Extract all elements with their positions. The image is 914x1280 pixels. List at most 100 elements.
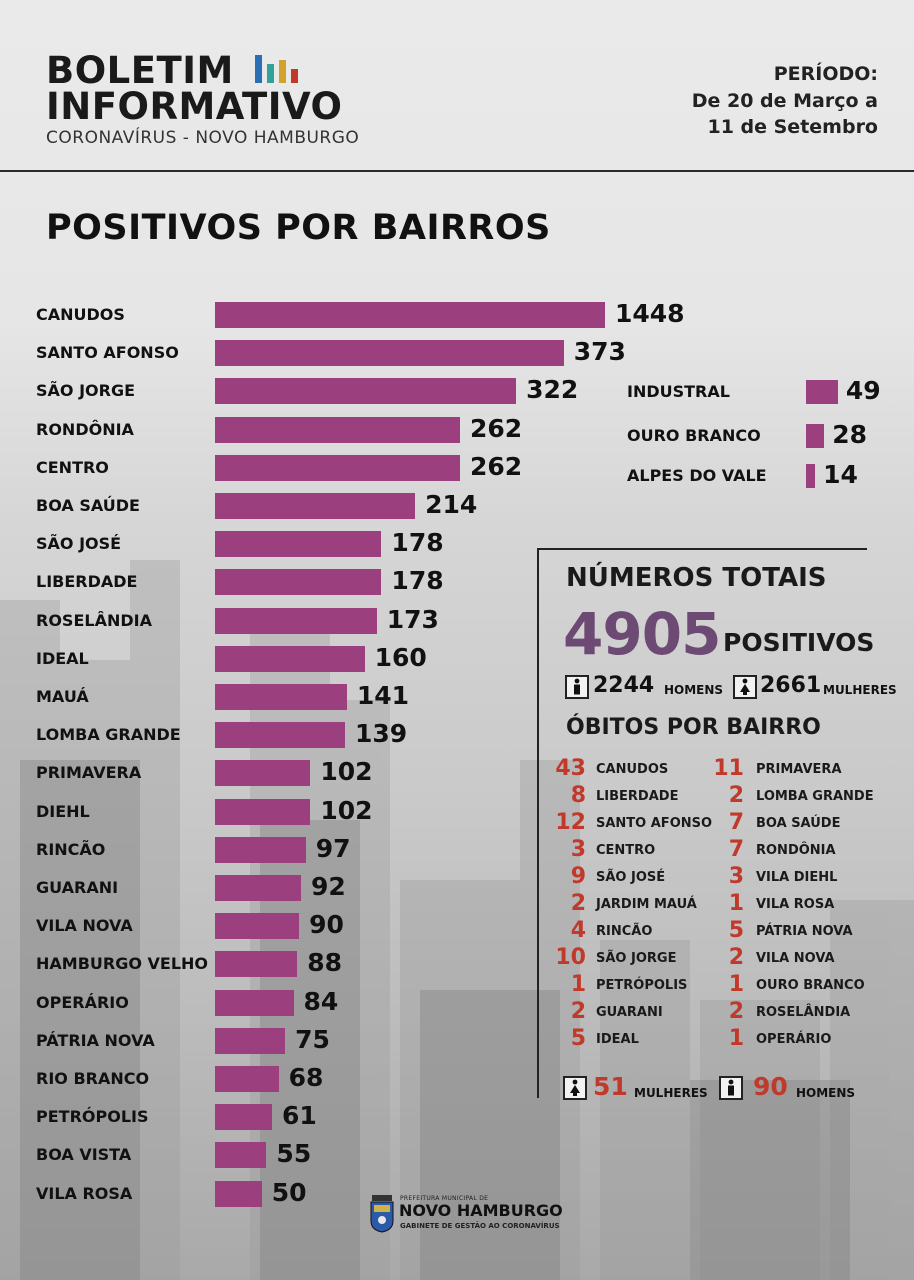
death-neighborhood: IDEAL — [596, 1032, 639, 1047]
value-label: 141 — [356, 681, 410, 710]
period-line2: 11 de Setembro — [707, 116, 878, 138]
value-label: 61 — [282, 1101, 317, 1131]
value-label: 1448 — [615, 299, 685, 328]
bar — [215, 645, 365, 672]
value-label: 88 — [307, 948, 343, 978]
category-label: PRIMAVERA — [36, 763, 142, 783]
bar — [215, 340, 564, 367]
bar — [215, 798, 311, 825]
death-count: 3 — [570, 837, 586, 862]
value-label: 97 — [315, 833, 351, 863]
death-count: 43 — [555, 756, 586, 781]
bar — [215, 1104, 273, 1131]
category-label: LOMBA GRANDE — [36, 725, 181, 745]
death-count: 11 — [713, 756, 744, 781]
category-label: GUARANI — [36, 878, 119, 897]
death-count: 2 — [728, 999, 744, 1024]
death-count: 1 — [728, 1026, 744, 1051]
value-label: 214 — [425, 490, 478, 519]
men-count: 2244 — [593, 673, 655, 698]
value-label: 102 — [320, 757, 373, 787]
footer-prefeitura: PREFEITURA MUNICIPAL DE — [400, 1195, 489, 1202]
death-neighborhood: VILA NOVA — [756, 951, 835, 966]
women-count: 2661 — [760, 673, 822, 698]
bar — [215, 951, 298, 978]
bar — [215, 989, 294, 1016]
deaths-women-count: 51 — [593, 1072, 628, 1101]
value-label: 84 — [303, 986, 339, 1016]
bar — [215, 416, 460, 443]
death-neighborhood: CENTRO — [596, 843, 656, 858]
logo-bar-1 — [255, 55, 262, 83]
category-label: MAUÁ — [36, 687, 89, 706]
bar — [215, 760, 311, 787]
death-count: 2 — [570, 999, 586, 1024]
death-neighborhood: RINCÃO — [596, 924, 653, 939]
bar — [215, 454, 460, 481]
bar — [215, 493, 416, 519]
positive-total: 4905 — [563, 600, 721, 668]
women-label: MULHERES — [823, 683, 897, 697]
section-title: POSITIVOS POR BAIRROS — [46, 208, 551, 248]
category-label: RONDÔNIA — [36, 419, 134, 439]
category-label: BOA SAÚDE — [36, 496, 140, 515]
category-label: SANTO AFONSO — [36, 343, 179, 363]
side-value-label: 14 — [823, 460, 858, 489]
value-label: 178 — [391, 566, 444, 596]
positive-label: POSITIVOS — [723, 628, 875, 657]
value-label: 139 — [354, 719, 408, 749]
side-bar — [806, 380, 838, 404]
death-count: 1 — [728, 891, 744, 916]
logo-bar-2 — [267, 64, 274, 83]
value-label: 160 — [374, 642, 427, 672]
value-label: 173 — [386, 604, 439, 634]
death-neighborhood: OPERÁRIO — [756, 1032, 832, 1047]
value-label: 55 — [276, 1139, 312, 1169]
category-label: CANUDOS — [36, 305, 125, 324]
bar — [215, 722, 345, 749]
value-label: 262 — [469, 413, 523, 443]
category-label: RIO BRANCO — [36, 1069, 150, 1088]
bar — [215, 1180, 262, 1207]
category-label: PETRÓPOLIS — [36, 1107, 149, 1127]
death-count: 7 — [728, 837, 744, 862]
men-label: HOMENS — [664, 683, 724, 697]
death-count: 2 — [728, 783, 744, 808]
death-count: 9 — [570, 864, 586, 889]
death-neighborhood: CANUDOS — [596, 762, 669, 777]
footer-city: NOVO HAMBURGO — [399, 1201, 563, 1220]
side-value-label: 49 — [845, 376, 881, 405]
value-label: 262 — [469, 451, 523, 481]
period-label: PERÍODO: — [773, 63, 878, 85]
header-title-line1: BOLETIM — [46, 49, 234, 92]
death-neighborhood: SANTO AFONSO — [596, 816, 713, 831]
value-label: 102 — [320, 795, 373, 825]
death-neighborhood: SÃO JOSÉ — [596, 870, 666, 885]
death-neighborhood: BOA SAÚDE — [756, 816, 841, 831]
bar — [215, 836, 306, 863]
category-label: BOA VISTA — [36, 1145, 132, 1165]
death-count: 5 — [728, 918, 744, 943]
category-label: SÃO JORGE — [36, 381, 136, 401]
bar — [215, 913, 300, 940]
death-neighborhood: LOMBA GRANDE — [756, 789, 874, 804]
deaths-women-label: MULHERES — [634, 1086, 708, 1100]
male-icon — [565, 675, 589, 699]
death-neighborhood: OURO BRANCO — [756, 978, 865, 993]
bar — [215, 1142, 267, 1169]
death-neighborhood: GUARANI — [596, 1005, 663, 1020]
bar — [215, 569, 382, 596]
value-label: 92 — [311, 872, 346, 901]
side-value-label: 28 — [832, 420, 867, 449]
side-category-label: ALPES DO VALE — [627, 466, 767, 485]
death-neighborhood: PRIMAVERA — [756, 762, 842, 777]
death-neighborhood: SÃO JORGE — [596, 951, 677, 966]
death-count: 3 — [728, 864, 744, 889]
death-neighborhood: RONDÔNIA — [756, 843, 836, 858]
totals-title: NÚMEROS TOTAIS — [566, 563, 827, 593]
logo-bar-4 — [291, 69, 298, 83]
value-label: 75 — [295, 1024, 330, 1054]
category-label: HAMBURGO VELHO — [36, 954, 209, 974]
bar — [215, 1027, 286, 1054]
side-bar — [806, 424, 825, 448]
